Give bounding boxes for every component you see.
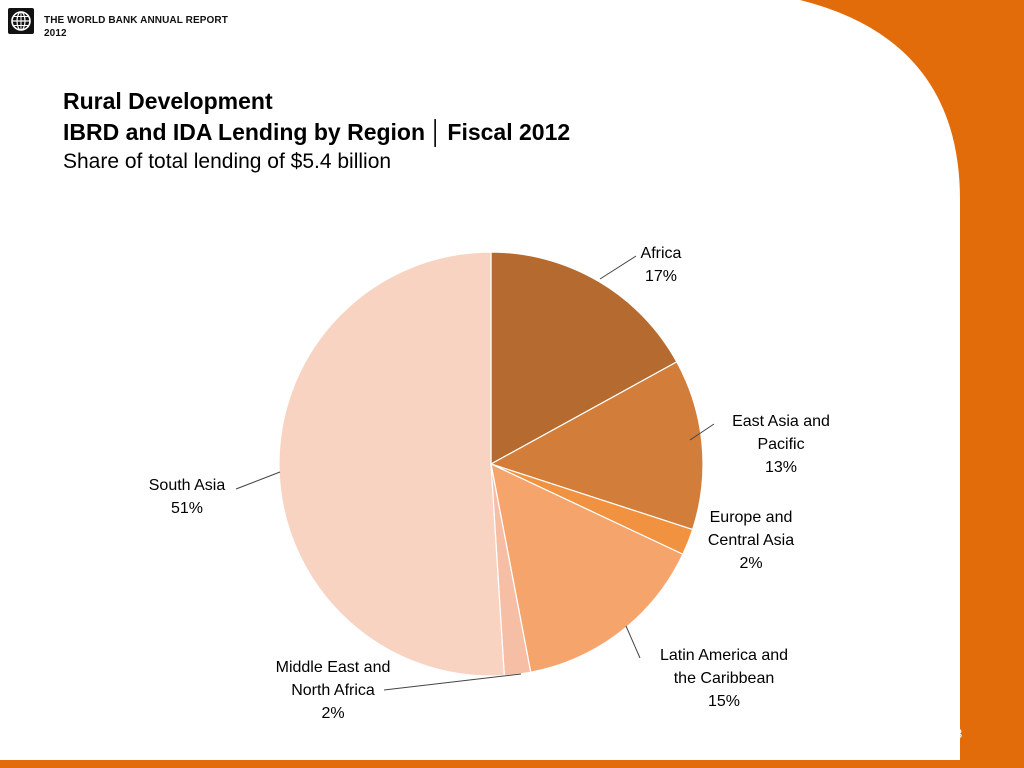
data-label-value: 17% <box>645 268 677 285</box>
report-header-line2: 2012 <box>44 28 67 39</box>
slide-subtitle: IBRD and IDA Lending by Region │ Fiscal 20… <box>63 116 570 148</box>
pie-slice-east-asia-and-pacific <box>489 361 704 531</box>
data-label-latin-america-and-the-caribbean: Latin America and the Caribbean 15% <box>660 647 788 710</box>
data-label-south-asia: South Asia 51% <box>149 477 226 517</box>
data-label-text: South Asia <box>149 477 226 494</box>
pie-slice-south-asia <box>278 251 505 677</box>
data-label-text: Pacific <box>757 436 804 453</box>
leader-line-middle-east-and-north-africa <box>383 673 522 691</box>
world-bank-logo-icon <box>8 8 34 34</box>
data-label-text: Africa <box>641 245 682 262</box>
data-label-text: East Asia and <box>732 413 830 430</box>
pie-slice-africa <box>490 251 678 466</box>
subtitle-part-a: IBRD and IDA Lending by Region <box>63 119 426 145</box>
data-label-value: 51% <box>171 500 203 517</box>
leader-line-africa <box>599 255 637 280</box>
slide-title: Rural Development <box>63 88 273 114</box>
data-label-text: Middle East and <box>276 659 391 676</box>
data-label-text: the Caribbean <box>674 670 775 687</box>
page-number: 43 <box>947 726 963 741</box>
data-label-east-asia-and-pacific: East Asia and Pacific 13% <box>732 413 830 476</box>
data-label-value: 2% <box>321 705 344 722</box>
report-header: THE WORLD BANK ANNUAL REPORT 2012 <box>44 14 228 40</box>
data-label-value: 15% <box>708 693 740 710</box>
leader-line-east-asia-and-pacific <box>689 423 715 441</box>
data-label-value: 13% <box>765 459 797 476</box>
data-label-europe-and-central-asia: Europe and Central Asia 2% <box>708 509 794 572</box>
data-label-africa: Africa 17% <box>641 245 682 285</box>
leader-line-latin-america-and-the-caribbean <box>625 625 641 659</box>
data-label-text: Latin America and <box>660 647 788 664</box>
slide-caption: Share of total lending of $5.4 billion <box>63 150 392 173</box>
subtitle-part-b: Fiscal 2012 <box>447 119 571 145</box>
data-label-value: 2% <box>739 555 762 572</box>
leader-line-south-asia <box>235 471 281 490</box>
data-label-text: Central Asia <box>708 532 794 549</box>
title-block: Rural Development IBRD and IDA Lending b… <box>63 86 570 176</box>
subtitle-separator: │ <box>429 119 444 145</box>
report-header-line1: THE WORLD BANK ANNUAL REPORT <box>44 15 228 26</box>
data-label-middle-east-and-north-africa: Middle East and North Africa 2% <box>276 659 391 722</box>
pie-slice-latin-america-and-the-caribbean <box>490 462 684 673</box>
data-label-text: Europe and <box>710 509 793 526</box>
data-label-text: North Africa <box>291 682 375 699</box>
